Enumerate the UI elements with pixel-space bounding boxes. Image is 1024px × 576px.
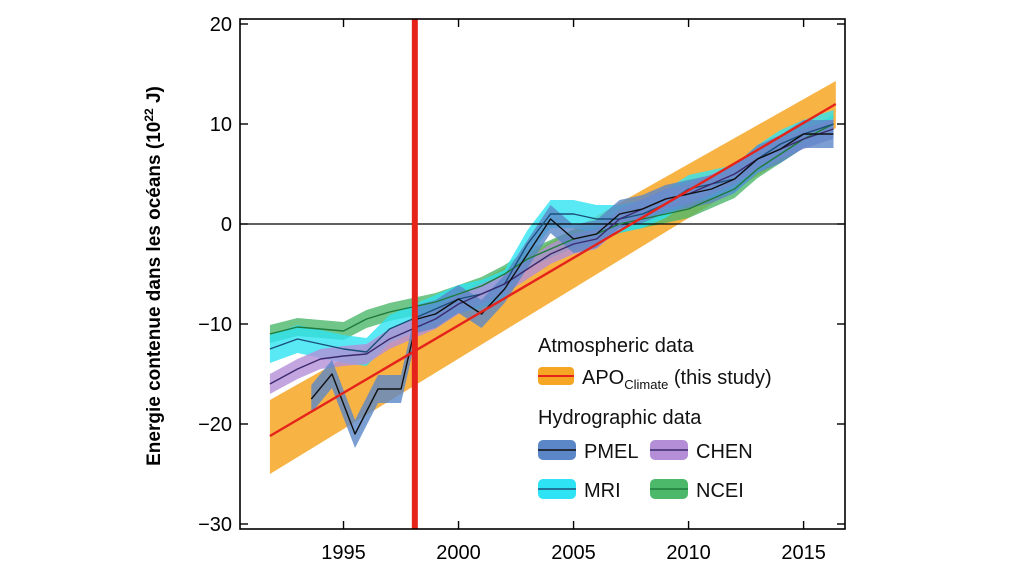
chen-line <box>269 128 834 385</box>
legend: Atmospheric data APOClimate (this study)… <box>538 335 772 502</box>
y-axis-title-unit: J) <box>144 86 165 108</box>
y-axis-title-main: Energie contenue dans les océans (10 <box>144 122 165 466</box>
x-tick-label: 2005 <box>551 542 596 564</box>
pmel-line <box>310 133 834 435</box>
y-tick-label: 20 <box>210 14 232 36</box>
y-tick-label: −20 <box>198 414 232 436</box>
legend-chen-label: CHEN <box>696 441 753 463</box>
legend-apo-label: APOClimate (this study) <box>582 367 772 392</box>
legend-apo-sub: Climate <box>624 377 668 392</box>
plot-frame <box>239 18 846 530</box>
axis-ticks: −30 −20 −10 0 10 20 1995 2000 2005 2010 2015 <box>198 14 845 564</box>
legend-atmo-title: Atmospheric data <box>538 335 695 357</box>
y-tick-label: −30 <box>198 514 232 536</box>
legend-hydro-title: Hydrographic data <box>538 407 702 429</box>
ncei-line <box>269 123 834 335</box>
apo-fit-line <box>269 102 837 438</box>
y-tick-label: −10 <box>198 314 232 336</box>
y-tick-label: 10 <box>210 114 232 136</box>
series-lines <box>269 102 837 438</box>
y-axis-title: Energie contenue dans les océans (1022 J… <box>142 86 165 466</box>
legend-apo-main: APO <box>582 367 624 389</box>
x-tick-label: 2000 <box>436 542 481 564</box>
legend-mri-label: MRI <box>584 480 621 502</box>
y-axis-title-exp: 22 <box>142 108 156 122</box>
y-tick-label: 0 <box>221 214 232 236</box>
legend-pmel-label: PMEL <box>584 441 638 463</box>
legend-apo-suffix: (this study) <box>668 367 771 389</box>
legend-ncei-label: NCEI <box>696 480 744 502</box>
y-axis-title-text: Energie contenue dans les océans (1022 J… <box>142 86 165 466</box>
x-tick-label: 2015 <box>781 542 826 564</box>
x-tick-label: 1995 <box>321 542 366 564</box>
x-tick-label: 2010 <box>666 542 711 564</box>
mri-band <box>269 110 834 366</box>
